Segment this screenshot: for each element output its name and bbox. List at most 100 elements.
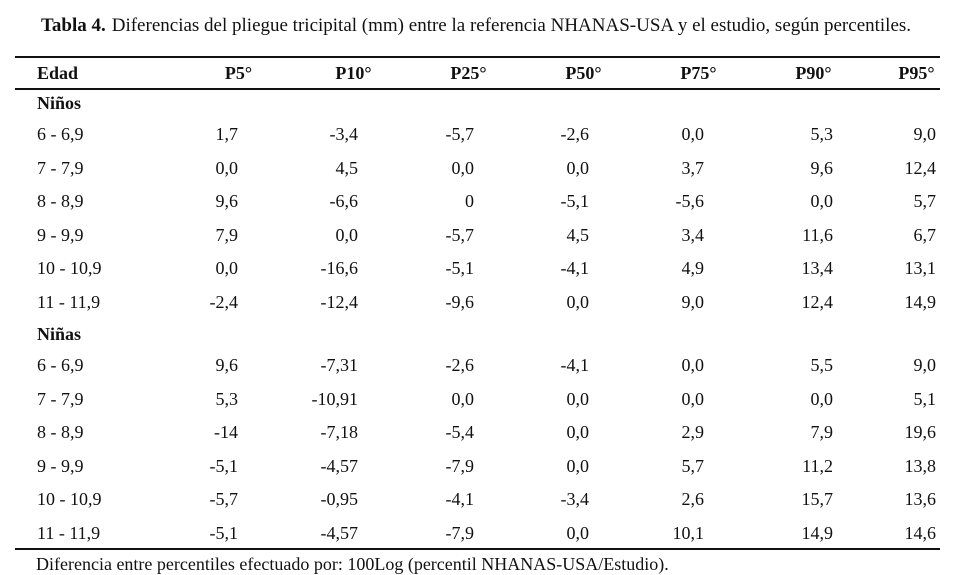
value-cell: 19,6 — [904, 422, 937, 443]
value-cell: -2,6 — [560, 124, 590, 145]
column-header: P95° — [898, 62, 935, 83]
table-row: 9 - 9,9 -5,1 -4,57 -7,9 0,0 5,7 11,2 13,8 — [15, 450, 962, 484]
value-cell: 4,9 — [681, 258, 705, 279]
value-cell: 9,6 — [215, 355, 239, 376]
value-cell: 0,0 — [566, 422, 590, 443]
value-cell: 5,3 — [810, 124, 834, 145]
value-cell: 9,6 — [215, 191, 239, 212]
value-cell: 0,0 — [335, 224, 359, 245]
value-cell: -5,1 — [560, 191, 590, 212]
age-range-cell: 9 - 9,9 — [37, 224, 84, 245]
age-range-cell: 6 - 6,9 — [37, 124, 84, 145]
age-range-cell: 8 - 8,9 — [37, 191, 84, 212]
value-cell: -5,7 — [209, 489, 239, 510]
value-cell: -3,4 — [329, 124, 359, 145]
value-cell: -7,31 — [320, 355, 359, 376]
column-header: P90° — [795, 62, 832, 83]
value-cell: 7,9 — [810, 422, 834, 443]
value-cell: -4,57 — [320, 522, 359, 543]
value-cell: 14,9 — [904, 291, 937, 312]
table-row: 10 - 10,9 -5,7 -0,95 -4,1 -3,4 2,6 15,7 13,6 — [15, 483, 962, 517]
value-cell: -5,1 — [445, 258, 475, 279]
table-row: 8 - 8,9 -14 -7,18 -5,4 0,0 2,9 7,9 19,6 — [15, 416, 962, 450]
column-header: P5° — [224, 62, 253, 83]
column-header: P50° — [565, 62, 602, 83]
table-row: 11 - 11,9 -2,4 -12,4 -9,6 0,0 9,0 12,4 14,9 — [15, 286, 962, 320]
value-cell: 14,9 — [801, 522, 834, 543]
header-row: Edad P5° P10° P25° P50° P75° P90° P95° — [15, 58, 962, 88]
value-cell: 5,3 — [215, 388, 239, 409]
value-cell: -14 — [214, 422, 238, 443]
header-rule — [15, 88, 940, 90]
value-cell: -5,7 — [445, 224, 475, 245]
value-cell: 5,7 — [913, 191, 937, 212]
value-cell: -3,4 — [560, 489, 590, 510]
value-cell: -12,4 — [320, 291, 359, 312]
age-range-cell: 11 - 11,9 — [37, 522, 101, 543]
value-cell: -4,57 — [320, 455, 359, 476]
value-cell: -2,6 — [445, 355, 475, 376]
value-cell: 4,5 — [335, 157, 359, 178]
value-cell: -2,4 — [209, 291, 239, 312]
bottom-rule — [15, 548, 940, 550]
table-body: Niños 6 - 6,9 1,7 -3,4 -5,7 -2,6 0,0 5,3 9,0 7 - … — [15, 88, 962, 550]
value-cell: 6,7 — [913, 224, 937, 245]
value-cell: -4,1 — [560, 355, 590, 376]
age-range-cell: 10 - 10,9 — [37, 258, 102, 279]
table-row: 9 - 9,9 7,9 0,0 -5,7 4,5 3,4 11,6 6,7 — [15, 219, 962, 253]
value-cell: 0 — [465, 191, 474, 212]
value-cell: -5,1 — [209, 522, 239, 543]
value-cell: 0,0 — [681, 388, 705, 409]
value-cell: 3,7 — [681, 157, 705, 178]
value-cell: -0,95 — [320, 489, 359, 510]
value-cell: 9,6 — [810, 157, 834, 178]
value-cell: 0,0 — [566, 291, 590, 312]
age-range-cell: 7 - 7,9 — [37, 157, 84, 178]
value-cell: 0,0 — [810, 191, 834, 212]
table-row: 6 - 6,9 1,7 -3,4 -5,7 -2,6 0,0 5,3 9,0 — [15, 118, 962, 152]
value-cell: -7,18 — [320, 422, 359, 443]
value-cell: 0,0 — [451, 388, 475, 409]
value-cell: 13,4 — [801, 258, 834, 279]
table-row: 7 - 7,9 5,3 -10,91 0,0 0,0 0,0 0,0 5,1 — [15, 383, 962, 417]
value-cell: 11,2 — [802, 455, 833, 476]
value-cell: 12,4 — [801, 291, 834, 312]
percentile-table: Edad P5° P10° P25° P50° P75° P90° P95° N… — [15, 58, 962, 550]
age-range-cell: 10 - 10,9 — [37, 489, 102, 510]
group-label: Niños — [37, 92, 82, 113]
age-range-cell: 9 - 9,9 — [37, 455, 84, 476]
column-header: Edad — [37, 62, 79, 83]
value-cell: 13,1 — [904, 258, 937, 279]
age-range-cell: 11 - 11,9 — [37, 291, 101, 312]
value-cell: 13,8 — [904, 455, 937, 476]
value-cell: 2,6 — [681, 489, 705, 510]
value-cell: -5,7 — [445, 124, 475, 145]
value-cell: 9,0 — [913, 124, 937, 145]
group-label: Niñas — [37, 323, 82, 344]
value-cell: -9,6 — [445, 291, 475, 312]
value-cell: -5,4 — [445, 422, 475, 443]
value-cell: -7,9 — [445, 455, 475, 476]
value-cell: 14,6 — [904, 522, 937, 543]
age-range-cell: 7 - 7,9 — [37, 388, 84, 409]
table-row: 11 - 11,9 -5,1 -4,57 -7,9 0,0 10,1 14,9 14,6 — [15, 517, 962, 551]
value-cell: 0,0 — [681, 355, 705, 376]
value-cell: 9,0 — [681, 291, 705, 312]
value-cell: 10,1 — [672, 522, 705, 543]
value-cell: 0,0 — [566, 522, 590, 543]
value-cell: 12,4 — [904, 157, 937, 178]
column-header: P75° — [680, 62, 717, 83]
value-cell: 5,7 — [681, 455, 705, 476]
value-cell: 3,4 — [681, 224, 705, 245]
value-cell: 7,9 — [215, 224, 239, 245]
value-cell: 0,0 — [566, 455, 590, 476]
caption-text: Diferencias del pliegue tricipital (mm) … — [111, 15, 912, 36]
value-cell: 0,0 — [810, 388, 834, 409]
value-cell: 15,7 — [801, 489, 834, 510]
value-cell: 0,0 — [566, 388, 590, 409]
value-cell: 11,6 — [802, 224, 833, 245]
value-cell: 0,0 — [451, 157, 475, 178]
age-range-cell: 6 - 6,9 — [37, 355, 84, 376]
table-row: 8 - 8,9 9,6 -6,6 0 -5,1 -5,6 0,0 5,7 — [15, 185, 962, 219]
group-header-row: Niñas — [15, 319, 962, 349]
